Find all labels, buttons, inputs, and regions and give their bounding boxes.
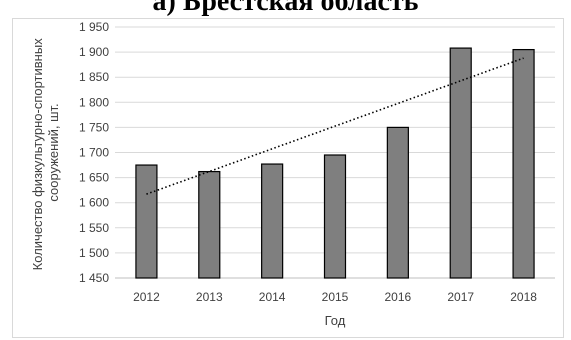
y-tick-label: 1 600 <box>79 196 109 210</box>
chart-title: а) Брестская область <box>152 0 419 17</box>
x-tick-label: 2013 <box>196 290 223 304</box>
x-tick-label: 2018 <box>510 290 537 304</box>
y-tick-label: 1 550 <box>79 221 109 235</box>
x-axis-label: Год <box>325 313 346 328</box>
x-tick-label: 2014 <box>259 290 286 304</box>
trendline <box>146 57 524 195</box>
x-tick-labels: 2012 2013 2014 2015 2016 2017 2018 <box>133 290 537 304</box>
x-tick-label: 2015 <box>322 290 349 304</box>
y-tick-label: 1 800 <box>79 95 109 109</box>
y-axis-label: Количество физкультурно-спортивных соору… <box>30 35 61 271</box>
x-tick-label: 2017 <box>447 290 474 304</box>
bar-2017 <box>449 47 472 279</box>
trendline-group <box>146 57 524 195</box>
y-tick-label: 1 850 <box>79 70 109 84</box>
y-axis-label-line-2: сооружений, шт. <box>46 103 61 201</box>
bar-2015 <box>323 154 347 279</box>
bar-2012 <box>135 164 158 279</box>
bar-2018 <box>512 48 535 279</box>
y-tick-label: 1 950 <box>79 20 109 34</box>
y-tick-label: 1 900 <box>79 45 109 59</box>
bar-2013 <box>198 170 221 279</box>
gridlines <box>115 26 555 279</box>
y-tick-labels: 1 450 1 500 1 550 1 600 1 650 1 700 1 750 1 800… <box>79 20 109 285</box>
y-axis-label-line-1: Количество физкультурно-спортивных <box>30 38 45 271</box>
bars <box>135 47 535 279</box>
y-tick-label: 1 500 <box>79 246 109 260</box>
y-tick-label: 1 700 <box>79 146 109 160</box>
bar-2016 <box>386 126 409 279</box>
x-tick-label: 2012 <box>133 290 160 304</box>
y-tick-label: 1 650 <box>79 171 109 185</box>
bar-2014 <box>261 163 284 279</box>
y-tick-label: 1 450 <box>79 271 109 285</box>
y-tick-label: 1 750 <box>79 120 109 134</box>
x-tick-label: 2016 <box>385 290 412 304</box>
